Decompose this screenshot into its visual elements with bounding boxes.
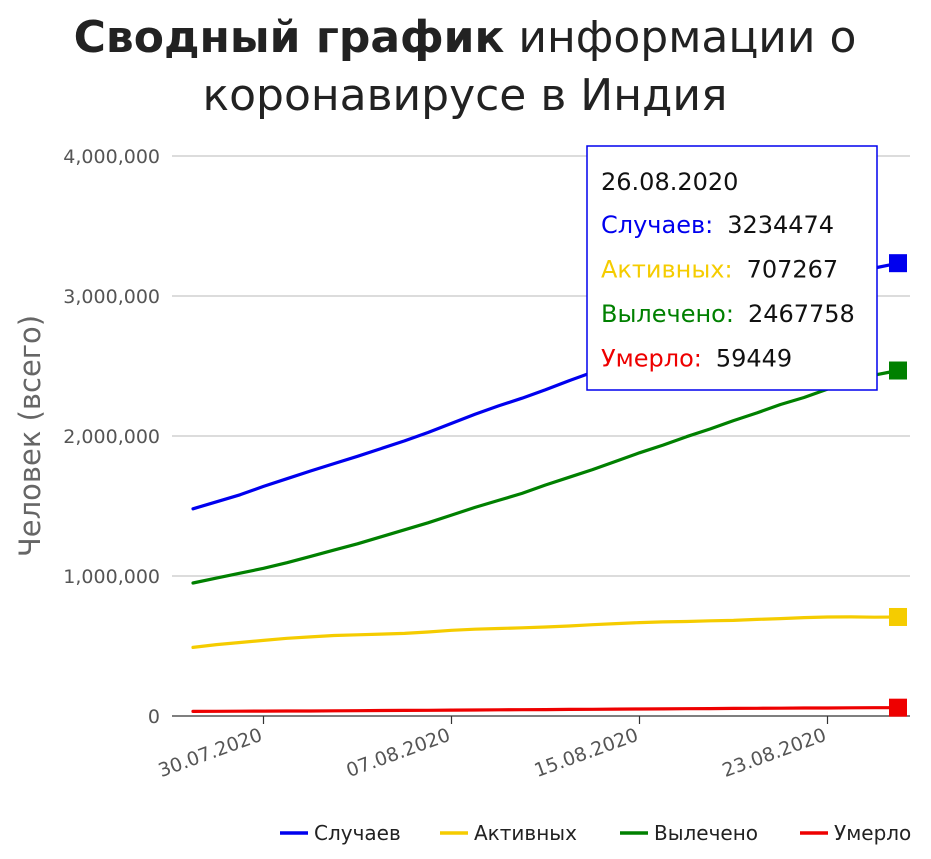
y-axis-label: Человек (всего) <box>13 315 47 557</box>
tooltip-row-label: Активных: <box>601 256 733 284</box>
tooltip-row: Активных: 707267 <box>601 256 838 284</box>
x-tick-label: 15.08.2020 <box>531 724 641 782</box>
tooltip-row-label: Случаев: <box>601 211 713 239</box>
tooltip-row-value: 707267 <box>747 256 839 284</box>
tooltip-row: Умерло: 59449 <box>601 345 792 373</box>
series-line <box>191 368 900 585</box>
x-tick-labels: 30.07.2020 07.08.2020 15.08.2020 23.08.2020 <box>155 716 829 782</box>
tooltip-row-value: 3234474 <box>727 211 834 239</box>
series-end-markers <box>889 254 907 717</box>
y-tick-label: 3,000,000 <box>63 286 160 308</box>
legend-item[interactable]: Активных <box>440 821 577 845</box>
y-tick-label: 1,000,000 <box>63 566 160 588</box>
series-end-marker <box>889 607 907 626</box>
legend-label: Случаев <box>314 821 401 845</box>
y-tick-label: 0 <box>148 706 160 728</box>
series-line <box>191 615 900 649</box>
chart-title-line1: Сводный график информации о <box>74 12 857 63</box>
tooltip-row-value: 59449 <box>716 345 792 373</box>
legend-label: Активных <box>474 821 577 845</box>
series-end-marker <box>889 361 907 380</box>
tooltip: 26.08.2020 Случаев: 3234474 Активных: 70726… <box>586 145 878 391</box>
series-end-marker <box>889 254 907 273</box>
tooltip-row-value: 2467758 <box>748 300 855 328</box>
chart-title-rest: информации о <box>518 12 856 63</box>
legend-item[interactable]: Умерло <box>800 821 911 845</box>
x-tick-label: 30.07.2020 <box>155 724 265 782</box>
y-tick-label: 2,000,000 <box>63 426 160 448</box>
chart-title-bold: Сводный график <box>74 12 505 63</box>
y-tick-label: 4,000,000 <box>63 146 160 168</box>
legend-label: Вылечено <box>654 821 758 845</box>
tooltip-row-label: Умерло: <box>601 345 702 373</box>
legend: Случаев Активных Вылечено Умерло <box>280 821 911 845</box>
x-tick-label: 07.08.2020 <box>343 724 453 782</box>
tooltip-date: 26.08.2020 <box>601 168 738 196</box>
series-line <box>191 706 900 713</box>
y-tick-labels: 0 1,000,000 2,000,000 3,000,000 4,000,000 <box>63 146 160 728</box>
legend-item[interactable]: Вылечено <box>620 821 758 845</box>
legend-label: Умерло <box>834 821 911 845</box>
series-end-marker <box>889 698 907 717</box>
x-tick-label: 23.08.2020 <box>719 724 829 782</box>
tooltip-box <box>586 145 878 391</box>
legend-item[interactable]: Случаев <box>280 821 401 845</box>
tooltip-row-label: Вылечено: <box>601 300 734 328</box>
tooltip-row: Случаев: 3234474 <box>601 211 834 239</box>
tooltip-row: Вылечено: 2467758 <box>601 300 855 328</box>
chart-title-line2: коронавирусе в Индия <box>203 70 728 121</box>
